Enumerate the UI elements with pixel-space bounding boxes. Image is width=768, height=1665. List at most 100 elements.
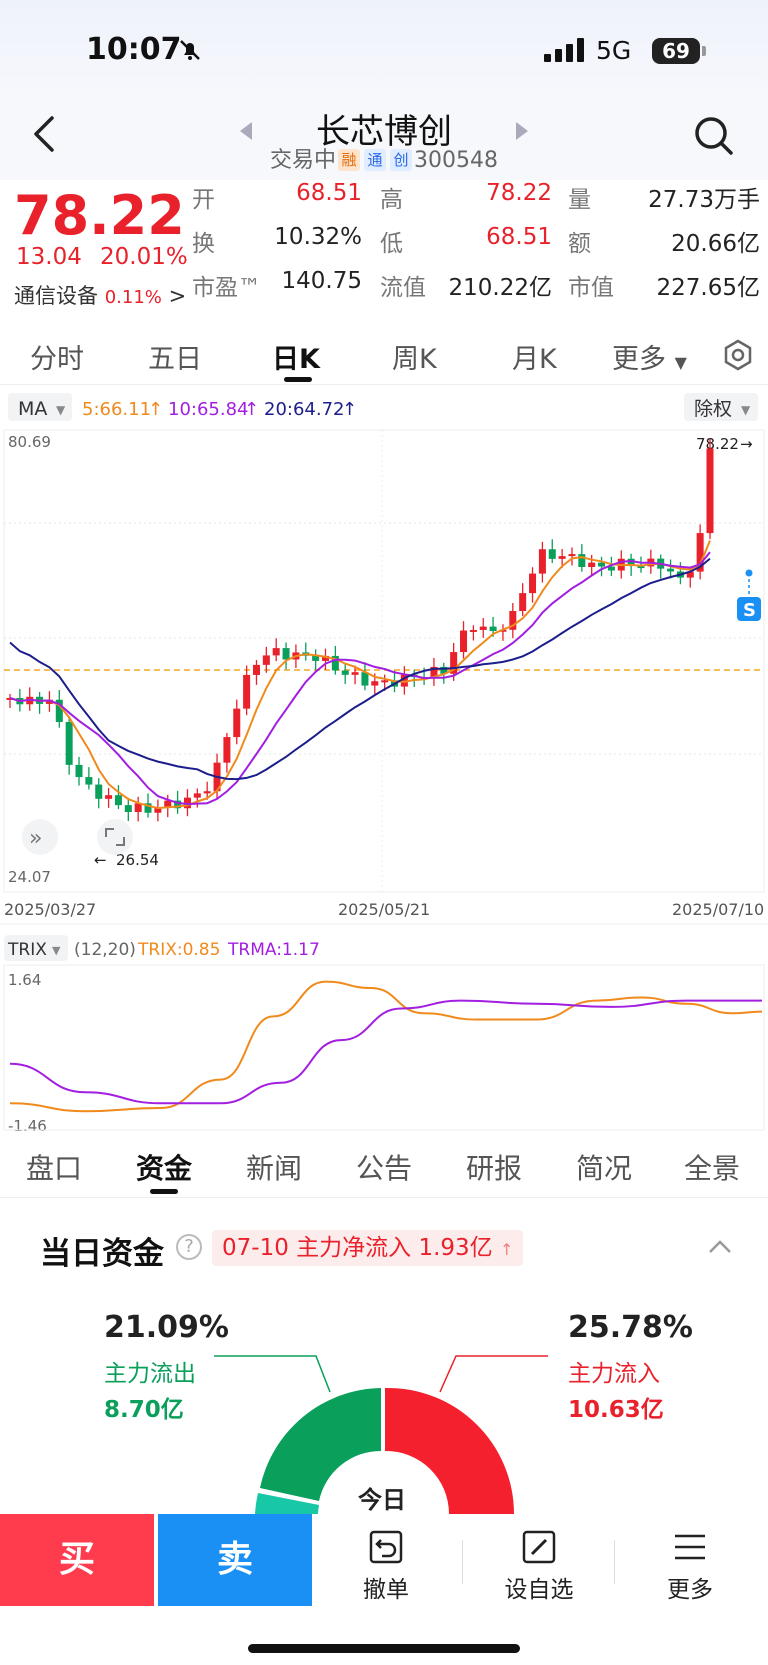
trix-caret-icon: ▼ xyxy=(52,944,61,957)
inflow-amount: 10.63亿 xyxy=(568,1397,664,1423)
inflow-slice xyxy=(385,1387,515,1514)
tab-more[interactable]: 更多 ▼ xyxy=(612,337,687,376)
candle-body xyxy=(440,666,448,674)
candle-body xyxy=(489,626,497,632)
back-arrow-icon[interactable] xyxy=(30,114,58,154)
tab-profile[interactable]: 简况 xyxy=(576,1152,633,1185)
candle-body xyxy=(548,549,556,559)
trix-selector[interactable] xyxy=(4,935,68,961)
sector-name: 通信设备 xyxy=(14,284,98,308)
fund-donut-chart: 今日 xyxy=(214,1355,548,1514)
adjust-selector[interactable] xyxy=(684,393,758,421)
tab-monthly-k[interactable]: 月K xyxy=(512,344,557,375)
candle-body xyxy=(686,571,694,578)
candle-body xyxy=(312,655,320,661)
help-icon[interactable]: ? xyxy=(176,1234,202,1260)
y-axis-max: 80.69 xyxy=(8,433,51,451)
candle-body xyxy=(450,652,458,674)
kline-svg: MA ▼ 5:66.11 ↑ 10:65.84 ↑ 20:64.72 ↑ 除权 … xyxy=(0,393,768,1135)
sell-button[interactable]: 卖 xyxy=(158,1514,312,1606)
s-marker-dot xyxy=(745,569,753,577)
candle-body xyxy=(400,674,408,687)
cancel-order-button[interactable]: 撤单 xyxy=(336,1528,436,1604)
candle-body xyxy=(272,648,280,656)
fullscreen-button[interactable] xyxy=(97,819,133,855)
adjust-label: 除权 xyxy=(694,398,732,420)
tab-research[interactable]: 研报 xyxy=(466,1152,523,1185)
tab-daily-k[interactable]: 日K xyxy=(272,344,320,375)
tab-five-day[interactable]: 五日 xyxy=(148,344,202,375)
stock-name: 长芯博创 xyxy=(316,112,452,152)
trix-value: TRIX:0.85 xyxy=(137,940,220,960)
tab-more-label: 更多 xyxy=(612,344,666,375)
volume-label: 量 xyxy=(568,187,591,213)
candle-body xyxy=(381,680,389,683)
stock-header: 长芯博创 交易中融通创 300548 xyxy=(0,100,768,180)
price-change-pct: 20.01% xyxy=(100,244,188,270)
candle-body xyxy=(331,655,339,671)
settings-hex-icon[interactable] xyxy=(722,339,754,371)
ma5-up-arrow-icon: ↑ xyxy=(148,399,163,420)
candle-body xyxy=(371,681,379,686)
caret-down-icon: ▼ xyxy=(674,353,687,372)
ma-selector[interactable] xyxy=(8,393,72,421)
date-end: 2025/07/10 xyxy=(672,900,764,919)
tab-announcements[interactable]: 公告 xyxy=(356,1152,413,1185)
fullscreen-icon xyxy=(105,828,125,846)
candle-body xyxy=(65,721,73,765)
tab-overview[interactable]: 全景 xyxy=(684,1152,741,1185)
ma5-value: 5:66.11 xyxy=(82,399,151,420)
sector-pct: 0.11% xyxy=(104,287,162,308)
bottom-toolbar: 买 卖 撤单 设自选 更多 xyxy=(0,1514,768,1665)
last-price-label: 78.22 xyxy=(696,435,739,453)
net-inflow-text: 07-10 主力净流入 1.93亿 xyxy=(222,1235,493,1261)
inflow-pct: 25.78% xyxy=(568,1310,693,1345)
expand-left-button[interactable] xyxy=(22,819,58,855)
kline-chart[interactable]: MA ▼ 5:66.11 ↑ 10:65.84 ↑ 20:64.72 ↑ 除权 … xyxy=(0,387,768,1135)
active-tab-indicator xyxy=(284,377,312,382)
buy-button[interactable]: 买 xyxy=(0,1514,154,1606)
candle-body xyxy=(499,629,507,632)
more-button[interactable]: 更多 xyxy=(640,1528,740,1604)
tab-weekly-k[interactable]: 周K xyxy=(392,344,437,375)
candle-body xyxy=(519,593,527,612)
trma-line xyxy=(9,999,762,1105)
candle-body xyxy=(203,791,211,794)
candle-body xyxy=(607,566,615,571)
search-icon[interactable] xyxy=(692,114,736,158)
candle-body xyxy=(134,803,142,812)
quote-panel: 78.22 13.04 20.01% 通信设备 0.11% > 开 68.51 … xyxy=(0,180,768,318)
candle-body xyxy=(469,629,477,632)
candle-body xyxy=(105,795,113,799)
ma5-line xyxy=(9,540,711,810)
prev-stock-icon[interactable] xyxy=(240,122,252,140)
float-value: 210.22亿 xyxy=(448,275,552,301)
ma20-line xyxy=(9,557,711,781)
candle-body xyxy=(45,699,53,704)
float-label: 流值 xyxy=(380,275,426,301)
candle-body xyxy=(538,549,546,574)
chart-period-tabs: 分时 五日 日K 周K 月K 更多 ▼ xyxy=(0,325,768,385)
add-watchlist-button[interactable]: 设自选 xyxy=(489,1528,589,1604)
candlestick-series xyxy=(6,438,714,822)
sector-link[interactable]: 通信设备 0.11% > xyxy=(14,280,186,310)
margin-badge: 融 xyxy=(338,149,361,171)
volume-value: 27.73万手 xyxy=(648,187,760,213)
candle-body xyxy=(351,672,359,675)
edit-icon xyxy=(522,1530,556,1564)
trma-value: TRMA:1.17 xyxy=(227,940,320,960)
tab-intraday[interactable]: 分时 xyxy=(30,344,84,375)
info-tabs: 盘口 资金 新闻 公告 研报 简况 全景 xyxy=(0,1132,768,1198)
connect-badge: 通 xyxy=(364,149,387,171)
chevron-up-icon[interactable] xyxy=(706,1236,734,1256)
tab-order-book[interactable]: 盘口 xyxy=(26,1152,83,1185)
next-stock-icon[interactable] xyxy=(516,122,528,140)
tab-funds[interactable]: 资金 xyxy=(136,1152,193,1185)
tab-news[interactable]: 新闻 xyxy=(246,1152,303,1185)
candle-body xyxy=(529,573,537,594)
low-label: 低 xyxy=(380,231,403,257)
donut-center-label: 今日 xyxy=(358,1486,406,1514)
s-marker-badge[interactable] xyxy=(737,597,761,621)
candle-body xyxy=(114,795,122,806)
cancel-order-label: 撤单 xyxy=(363,1577,409,1603)
